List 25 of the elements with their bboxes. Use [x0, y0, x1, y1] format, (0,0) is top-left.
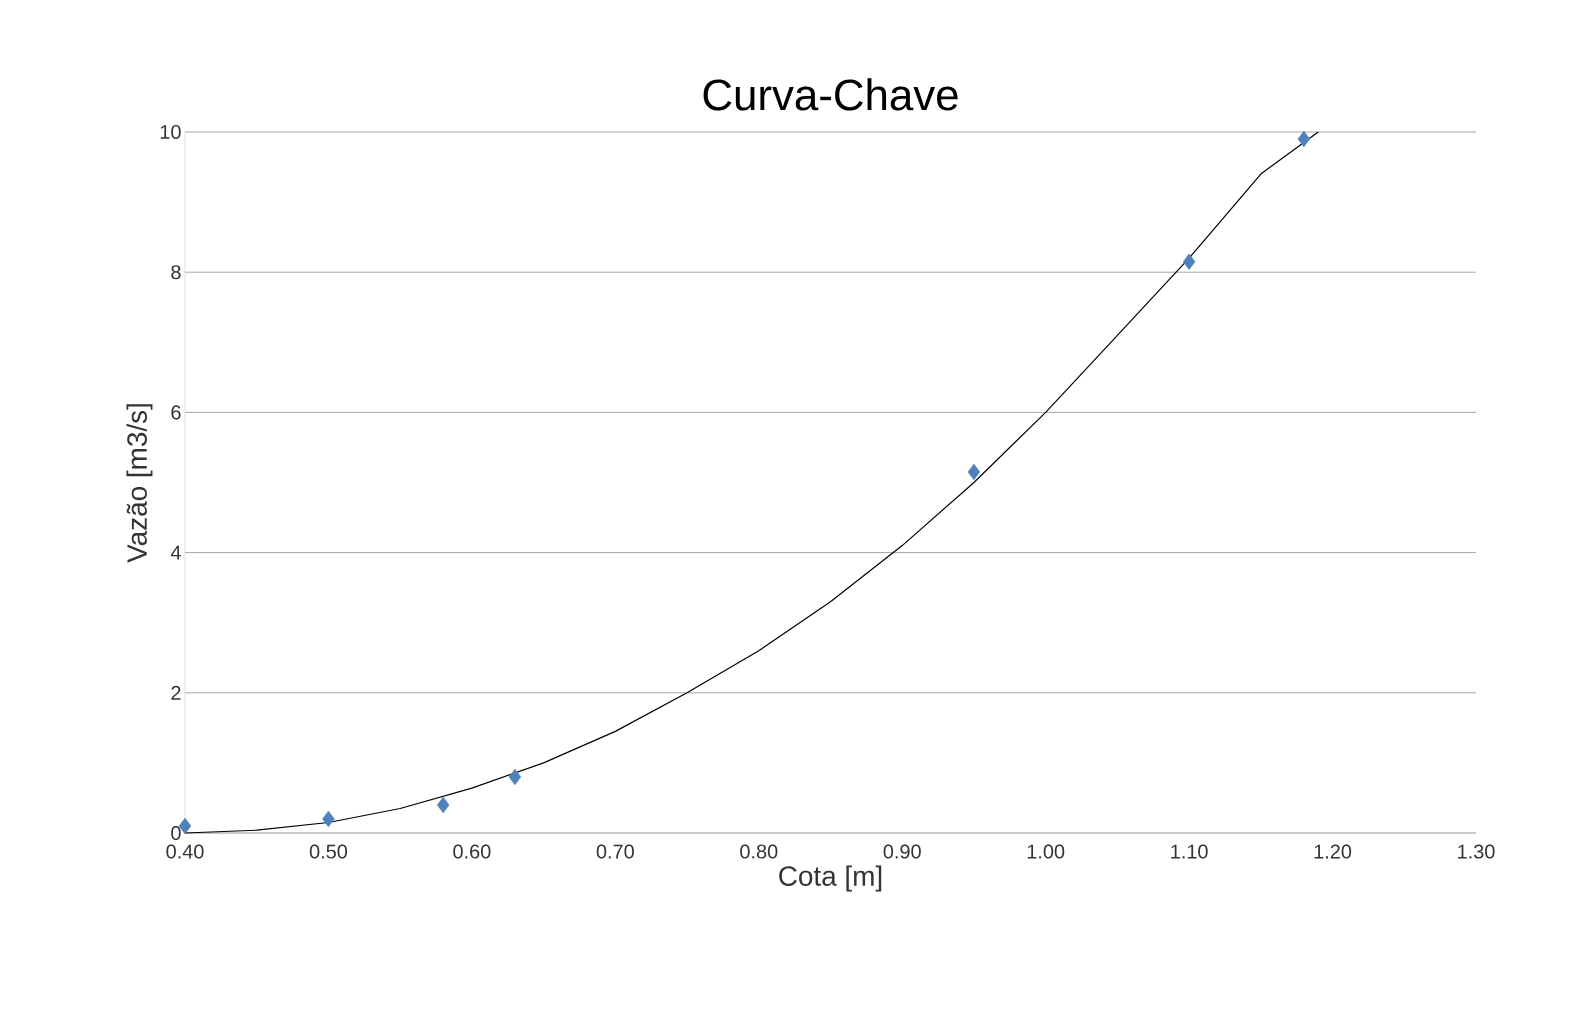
x-tick-label: 0.40 — [166, 844, 204, 859]
x-tick-label: 0.90 — [883, 844, 921, 859]
point — [1182, 253, 1196, 270]
point — [508, 768, 522, 786]
x-tick-label: 0.60 — [453, 844, 491, 859]
x-tick-label: 1.20 — [1314, 844, 1352, 859]
point — [1297, 130, 1311, 148]
y-tick-label: 10 — [160, 124, 181, 140]
x-tick-label: 1.10 — [1171, 844, 1208, 859]
x-axis-title: Cota [m] — [779, 865, 882, 892]
x-tick-label: 0.80 — [740, 844, 778, 859]
y-tick-label: 4 — [170, 545, 181, 560]
x-tick-label: 1.30 — [1458, 844, 1495, 859]
x-tick-label: 0.50 — [309, 844, 348, 859]
x-tick-label: 1.00 — [1027, 844, 1065, 859]
point — [322, 810, 335, 828]
y-axis-title: Vazão [m3/s] — [126, 404, 153, 563]
y-tick-label: 8 — [171, 265, 181, 280]
y-tick-label: 0 — [171, 825, 181, 841]
y-tick-label: 2 — [171, 685, 181, 700]
x-tick-label: 0.70 — [596, 844, 634, 859]
point — [967, 463, 981, 481]
chart-title: Curva-Chave — [703, 78, 958, 111]
y-tick-label: 6 — [171, 405, 181, 420]
point — [437, 796, 450, 814]
